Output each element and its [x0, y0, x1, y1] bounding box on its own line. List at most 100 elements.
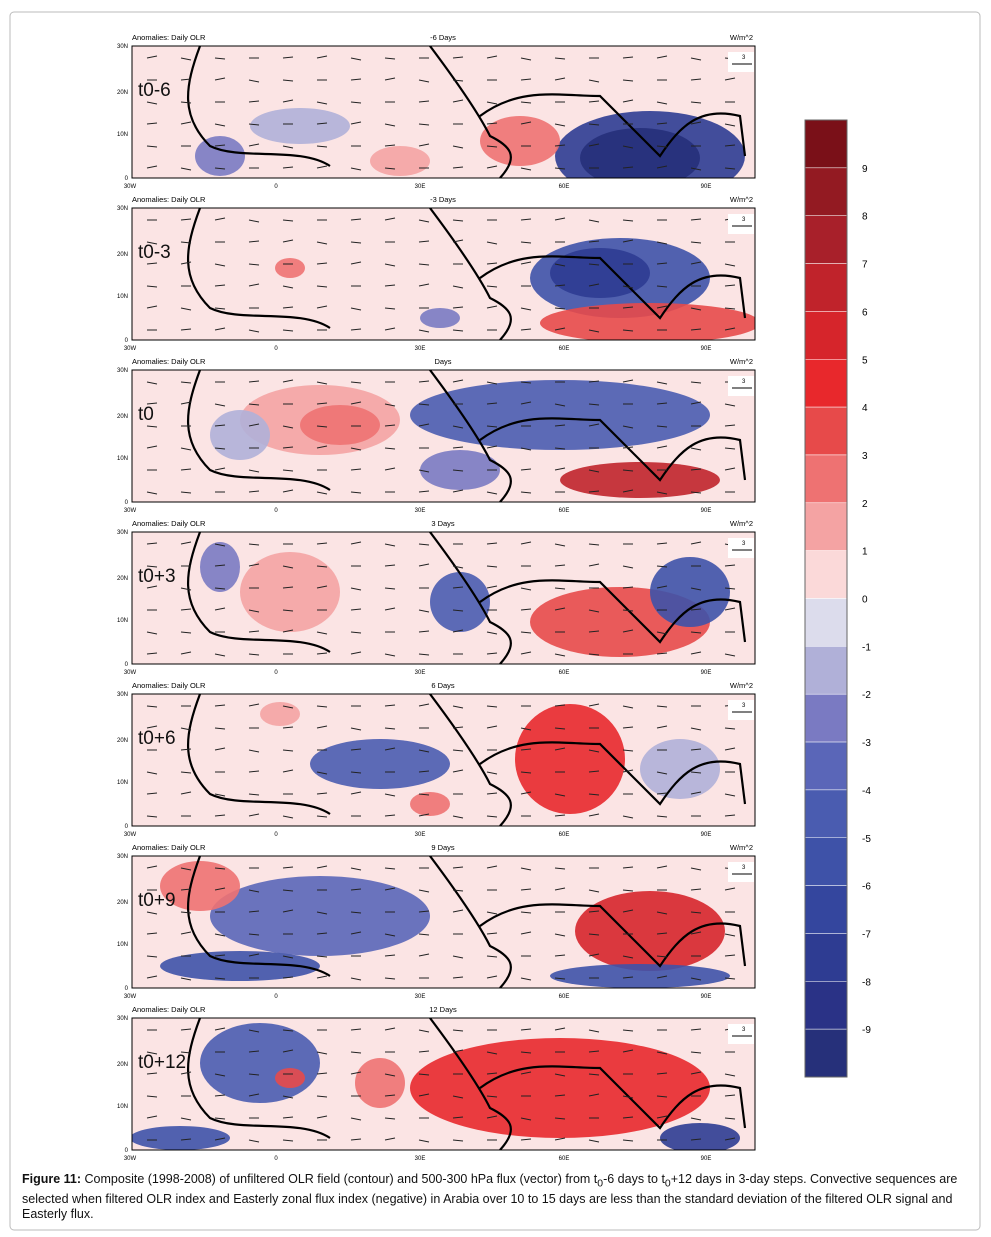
flux-vector [384, 123, 396, 127]
flux-vector [554, 933, 566, 937]
colorbar-block [804, 1028, 848, 1078]
flux-vector [554, 543, 566, 547]
flux-vector [248, 329, 260, 333]
flux-vector [452, 56, 464, 59]
flux-vector [384, 424, 396, 427]
panel-header-center: 9 Days [431, 843, 455, 852]
flux-vector [520, 1071, 532, 1075]
lon-tick-label: 30W [124, 994, 137, 1000]
anomaly-contour [210, 876, 430, 956]
flux-vector [452, 306, 464, 309]
flux-vector [146, 585, 158, 589]
lon-tick-label: 90E [701, 508, 712, 514]
colorbar-tick-label: -8 [862, 977, 871, 988]
flux-vector [180, 727, 192, 731]
flux-vector [554, 793, 566, 797]
flux-vector [486, 771, 498, 775]
flux-vector [690, 468, 702, 471]
coastline [186, 532, 747, 664]
flux-vector [282, 306, 294, 309]
flux-vector [214, 543, 226, 547]
flux-vector [214, 307, 226, 310]
colorbar-tick-label: 9 [862, 164, 868, 175]
lon-tick-label: 30E [415, 508, 426, 514]
flux-vector [384, 543, 396, 547]
flux-vector [282, 1116, 294, 1119]
flux-vector [248, 910, 260, 913]
lat-tick-label: 30N [117, 692, 128, 698]
flux-vector [146, 285, 158, 288]
flux-vector [724, 123, 736, 127]
reference-value: 3 [742, 541, 746, 547]
reference-box [728, 700, 754, 720]
flux-vector [350, 911, 362, 914]
flux-vector [690, 541, 702, 545]
lon-tick-label: 30W [124, 508, 137, 514]
flux-vector [588, 423, 600, 427]
flux-vector [146, 932, 158, 935]
lat-tick-label: 10N [117, 942, 128, 948]
anomaly-contour [275, 258, 305, 278]
flux-vector [486, 932, 498, 935]
flux-vector [486, 145, 498, 148]
anomaly-contour [420, 450, 500, 490]
lat-tick-label: 0 [125, 176, 129, 182]
flux-vector [180, 977, 192, 981]
panel-header-left: Anomalies: Daily OLR [132, 195, 206, 204]
flux-vector [384, 933, 396, 937]
anomaly-contour [550, 964, 730, 988]
flux-vector [350, 1138, 362, 1141]
panel-units: W/m^2 [730, 33, 753, 42]
flux-vector [214, 217, 226, 221]
flux-vector [690, 307, 702, 311]
flux-vector [554, 467, 566, 471]
flux-vector [486, 585, 498, 589]
flux-vector [656, 955, 668, 958]
flux-vector [316, 771, 328, 775]
flux-vector [180, 1051, 192, 1054]
colorbar-tick-label: 4 [862, 403, 868, 414]
lat-tick-label: 20N [117, 900, 128, 906]
lon-tick-label: 90E [701, 994, 712, 1000]
flux-vector [656, 1072, 668, 1075]
flux-vector [452, 955, 464, 959]
flux-vector [724, 747, 736, 751]
lon-tick-label: 0 [274, 184, 278, 190]
flux-vector [146, 771, 158, 775]
flux-vector [486, 262, 498, 265]
flux-vector [180, 911, 192, 914]
flux-vector [180, 307, 192, 311]
flux-vector [588, 1073, 600, 1076]
flux-vector [724, 263, 736, 267]
flux-vector [690, 167, 702, 171]
flux-vector [180, 218, 192, 221]
flux-vector [418, 793, 430, 796]
flux-vector [248, 749, 260, 753]
flux-vector [418, 1073, 430, 1076]
anomaly-field [146, 856, 747, 988]
flux-vector [418, 770, 430, 773]
flux-vector [214, 424, 226, 427]
colorbar-block [804, 263, 848, 312]
flux-vector [248, 219, 260, 223]
flux-vector [316, 165, 328, 169]
flux-vector [690, 218, 702, 221]
flux-vector [350, 1117, 362, 1121]
flux-vector [690, 931, 702, 935]
flux-vector [282, 1095, 294, 1099]
flux-vector [418, 490, 430, 493]
flux-vector [282, 629, 294, 633]
flux-vector [214, 144, 226, 147]
flux-vector [554, 217, 566, 221]
flux-vector [452, 866, 464, 869]
flux-vector [418, 263, 430, 266]
colorbar-block [804, 933, 848, 982]
flux-vector [486, 241, 498, 245]
flux-vector [248, 703, 260, 707]
flux-vector [180, 1071, 192, 1075]
flux-vector [452, 749, 464, 752]
flux-vector [384, 77, 396, 81]
map-panel: Anomalies: Daily OLR 9 Days W/m^2 t0+9 3 30N 2… [117, 843, 756, 1000]
flux-vector [214, 564, 226, 567]
flux-vector [520, 867, 532, 871]
